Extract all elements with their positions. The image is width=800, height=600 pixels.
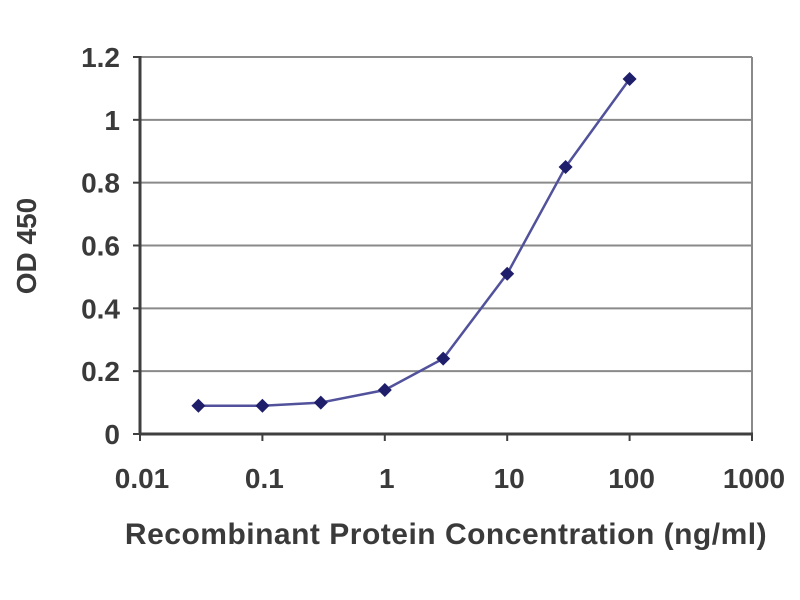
- x-tick-label: 10: [494, 463, 525, 494]
- y-tick-label: 1.2: [81, 42, 120, 73]
- series-line: [197, 77, 631, 407]
- data-point-marker: [558, 159, 573, 174]
- y-tick-label: 0.6: [81, 231, 120, 262]
- x-axis-title: Recombinant Protein Concentration (ng/ml…: [124, 518, 768, 551]
- y-tick-label: 0: [104, 419, 120, 450]
- data-point-marker: [313, 395, 328, 410]
- data-point-marker: [436, 351, 451, 366]
- x-tick-label: 1: [379, 463, 395, 494]
- data-point-marker: [255, 398, 270, 413]
- y-tick-label: 1: [104, 105, 120, 136]
- x-tick-label: 0.1: [245, 463, 284, 494]
- x-tick-label: 1000: [723, 463, 785, 494]
- data-point-marker: [377, 383, 392, 398]
- y-tick-label: 0.4: [81, 293, 120, 324]
- data-point-marker: [500, 266, 515, 281]
- y-axis-title: OD 450: [11, 197, 42, 295]
- y-tick-label: 0.2: [81, 356, 120, 387]
- data-point-marker: [191, 398, 206, 413]
- x-tick-label: 100: [608, 463, 655, 494]
- x-tick-label: 0.01: [115, 463, 170, 494]
- data-point-marker: [622, 71, 637, 86]
- y-tick-label: 0.8: [81, 168, 120, 199]
